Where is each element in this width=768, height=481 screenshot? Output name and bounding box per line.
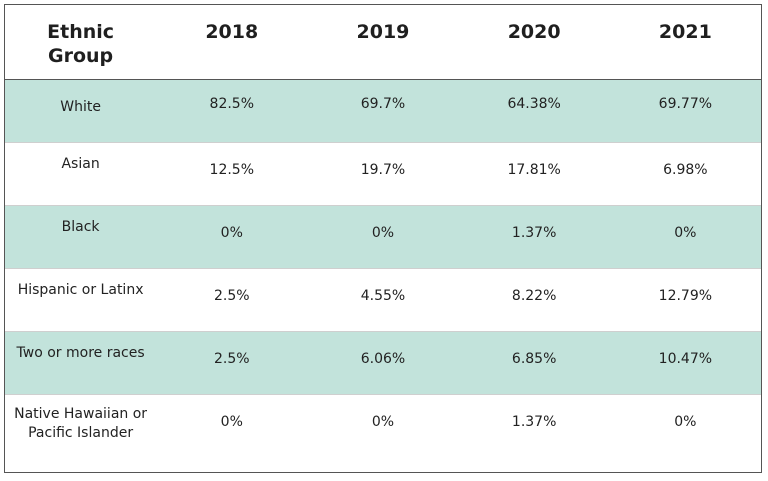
row-label-native-hawaiian-or-pacific-islander: Native Hawaiian or Pacific Islander: [5, 393, 157, 472]
cell-value: 6.98%: [609, 141, 761, 205]
table-row: White 82.5% 69.7% 64.38% 69.77%: [5, 78, 761, 142]
row-label-two-or-more-races: Two or more races: [5, 330, 157, 394]
table-row: Black 0% 0% 1.37% 0%: [5, 204, 761, 268]
cell-value: 6.85%: [458, 330, 610, 394]
header-2020: 2020: [458, 5, 610, 80]
cell-value: 6.06%: [307, 330, 459, 394]
cell-value: 0%: [156, 393, 308, 472]
cell-value: 2.5%: [156, 330, 308, 394]
cell-value: 0%: [156, 204, 308, 268]
cell-value: 4.55%: [307, 267, 459, 331]
cell-value: 8.22%: [458, 267, 610, 331]
ethnicity-table: Ethnic Group 2018 2019 2020 2021 White 8…: [4, 4, 762, 473]
row-label-black: Black: [5, 204, 157, 268]
cell-value: 69.7%: [307, 78, 459, 142]
cell-value: 0%: [307, 204, 459, 268]
row-label-asian: Asian: [5, 141, 157, 205]
cell-value: 64.38%: [458, 78, 610, 142]
cell-value: 12.79%: [609, 267, 761, 331]
cell-value: 1.37%: [458, 204, 610, 268]
table-row: Hispanic or Latinx 2.5% 4.55% 8.22% 12.7…: [5, 267, 761, 331]
cell-value: 69.77%: [609, 78, 761, 142]
cell-value: 17.81%: [458, 141, 610, 205]
data-table: Ethnic Group 2018 2019 2020 2021 White 8…: [5, 5, 761, 472]
table-row: Two or more races 2.5% 6.06% 6.85% 10.47…: [5, 330, 761, 394]
cell-value: 0%: [609, 204, 761, 268]
cell-value: 2.5%: [156, 267, 308, 331]
header-2021: 2021: [609, 5, 761, 80]
cell-value: 82.5%: [156, 78, 308, 142]
table-row: Native Hawaiian or Pacific Islander 0% 0…: [5, 393, 761, 472]
header-2019: 2019: [307, 5, 459, 80]
cell-value: 10.47%: [609, 330, 761, 394]
cell-value: 12.5%: [156, 141, 308, 205]
header-2018: 2018: [156, 5, 308, 80]
row-label-hispanic-or-latinx: Hispanic or Latinx: [5, 267, 157, 331]
cell-value: 1.37%: [458, 393, 610, 472]
row-label-white: White: [5, 78, 157, 142]
cell-value: 19.7%: [307, 141, 459, 205]
cell-value: 0%: [609, 393, 761, 472]
table-row: Asian 12.5% 19.7% 17.81% 6.98%: [5, 141, 761, 205]
header-row: Ethnic Group 2018 2019 2020 2021: [5, 5, 761, 80]
cell-value: 0%: [307, 393, 459, 472]
header-ethnic-group: Ethnic Group: [5, 5, 157, 80]
